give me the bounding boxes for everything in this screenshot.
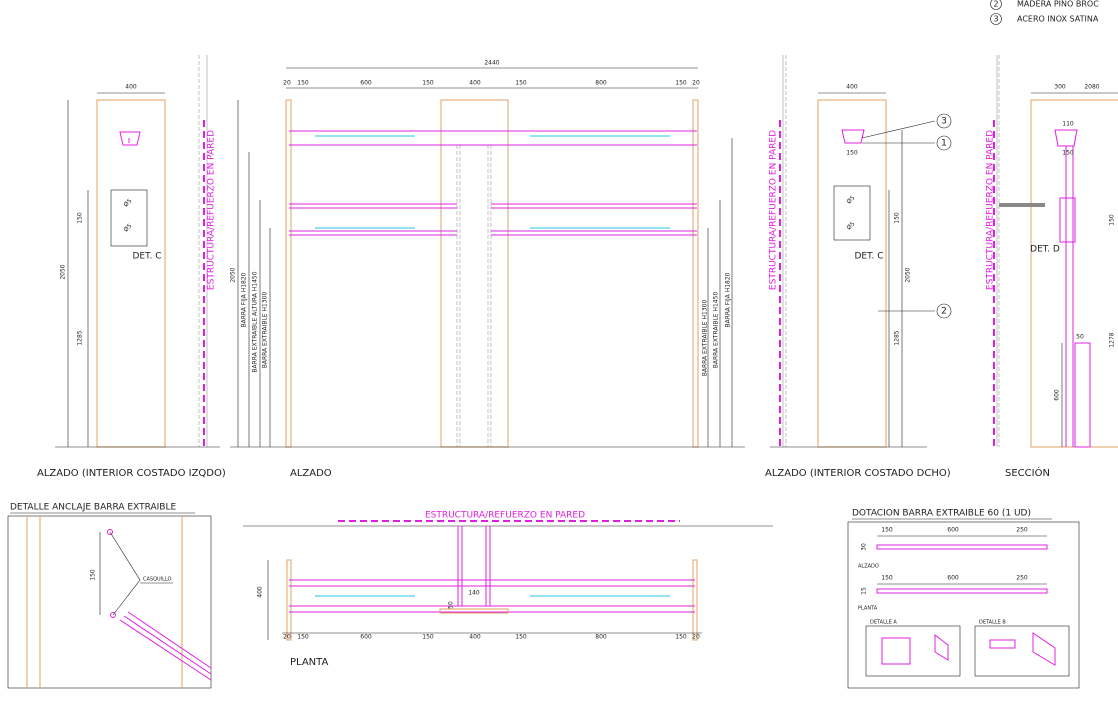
dimension: 2050: [230, 267, 237, 282]
detail-label: DET. C: [132, 252, 161, 262]
dimension: 150: [90, 569, 97, 581]
dimension: 400: [469, 634, 481, 641]
dimension: 2050: [60, 264, 67, 279]
label: BARRA EXTRAIBLE H1450: [713, 292, 720, 369]
dimension: 600: [360, 80, 372, 87]
caption: SECCIÓN: [1005, 466, 1050, 479]
dimension: 1278: [1109, 332, 1116, 347]
label: BARRA EXTRAIBLE H1300: [262, 292, 269, 369]
dimension: 150: [881, 575, 893, 582]
label: Ø5: [123, 197, 134, 208]
dimension: 150: [846, 150, 858, 157]
dimension: 400: [257, 586, 264, 598]
dimension: 400: [125, 84, 137, 91]
dimension: 1285: [77, 330, 84, 345]
detail-label: DET. C: [854, 252, 883, 262]
dimension: 20: [283, 80, 291, 87]
wall-label: ESTRUCTURA/REFUERZO EN PARED: [986, 130, 996, 290]
label: BARRA EXTRAIBLE H1300: [702, 300, 709, 377]
wall-anchor: [999, 203, 1045, 207]
label: BARRA FIJA H1820: [241, 272, 248, 327]
dimension: 150: [422, 80, 434, 87]
dimension: 150: [675, 80, 687, 87]
callout: 2: [941, 307, 947, 317]
dimension: 150: [675, 634, 687, 641]
callout: 1: [941, 139, 947, 149]
caption: PLANTA: [290, 657, 328, 668]
dimension: 150: [1109, 214, 1116, 226]
legend-label: MADERA PINO BROC: [1017, 0, 1099, 9]
dimension: 30: [861, 543, 868, 551]
wall-label: ESTRUCTURA/REFUERZO EN PARED: [207, 130, 217, 290]
caption: ALZADO (INTERIOR COSTADO IZQDO): [37, 468, 226, 479]
wall-label: ESTRUCTURA/REFUERZO EN PARED: [425, 511, 585, 521]
label: Ø5: [846, 194, 857, 205]
label: Ø5: [123, 222, 134, 233]
legend-label: ACERO INOX SATINA: [1017, 15, 1099, 24]
linework: [7, 55, 1118, 689]
dimension: 110: [1062, 121, 1074, 128]
dimension: 50: [1076, 334, 1084, 341]
detail-label: DET. D: [1030, 245, 1060, 255]
dimension: 800: [595, 634, 607, 641]
dimension: 600: [360, 634, 372, 641]
dimension: 150: [881, 527, 893, 534]
dimension: 50: [448, 601, 455, 609]
callout: 3: [941, 117, 947, 127]
dimension: 150: [297, 634, 309, 641]
dimension: 150: [515, 80, 527, 87]
legend-circle: [990, 0, 1002, 10]
dimension: 150: [894, 212, 901, 224]
label: PLANTA: [858, 606, 878, 612]
dimension: 600: [947, 527, 959, 534]
dimension: 400: [469, 80, 481, 87]
label: Ø5: [846, 220, 857, 231]
dimension: 2440: [484, 60, 499, 67]
dimension: 150: [77, 212, 84, 224]
label: BARRA EXTRAIBLE ALTURA H1450: [252, 271, 259, 372]
dimension: 2050: [905, 267, 912, 282]
dimension: 1285: [894, 330, 901, 345]
dimension: 800: [595, 80, 607, 87]
dimension: 600: [947, 575, 959, 582]
dimension: 150: [297, 80, 309, 87]
dimension: 250: [1016, 575, 1028, 582]
dimension: 300: [1054, 84, 1066, 91]
wall-label: ESTRUCTURA/REFUERZO EN PARED: [769, 130, 779, 290]
dimension: 150: [515, 634, 527, 641]
caption: ALZADO (INTERIOR COSTADO DCHO): [765, 468, 951, 479]
dimension: 150: [422, 634, 434, 641]
legend-number: 3: [993, 15, 998, 24]
section-title: DETALLE ANCLAJE BARRA EXTRAIBLE: [10, 503, 176, 513]
dimension: 15: [861, 587, 868, 595]
dimension: 250: [1016, 527, 1028, 534]
label: BARRA FIJA H1820: [725, 272, 732, 327]
dimension: 2080: [1084, 84, 1099, 91]
dimension: 600: [1054, 389, 1061, 401]
legend-number: 2: [993, 0, 998, 9]
legend-circle: [990, 13, 1002, 25]
dimension: 20: [692, 634, 700, 641]
section-title: DOTACION BARRA EXTRAIBLE 60 (1 UD): [852, 509, 1031, 519]
dimension: 400: [846, 84, 858, 91]
dimension: 20: [692, 80, 700, 87]
caption: ALZADO: [290, 468, 332, 479]
dimension: 20: [283, 634, 291, 641]
dimension: 150: [1062, 150, 1074, 157]
label: DETALLE B: [979, 620, 1006, 626]
label: DETALLE A: [870, 620, 897, 626]
label: CASQUILLO: [143, 577, 172, 583]
dimension: 140: [468, 590, 480, 597]
label: ALZADO: [858, 564, 879, 570]
